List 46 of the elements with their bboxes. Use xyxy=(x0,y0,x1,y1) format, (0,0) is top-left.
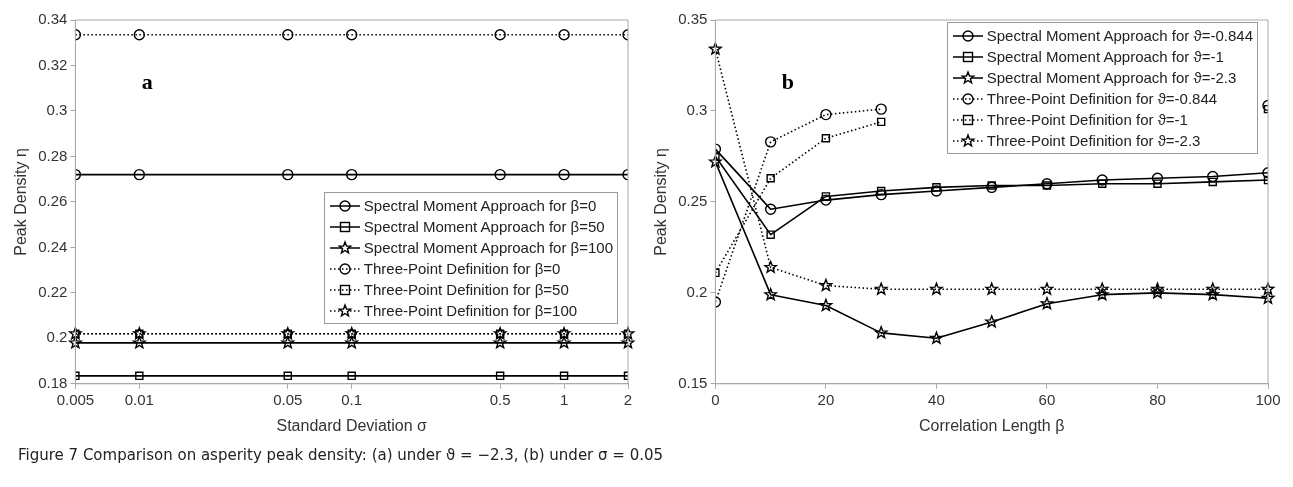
x-tick-label: 80 xyxy=(1149,390,1166,408)
x-axis-title: Correlation Length β xyxy=(919,416,1065,434)
caption: Figure 7 Comparison on asperity peak density: (a) under ϑ = −2.3, (b) under σ = 0.05 xyxy=(17,445,665,466)
legend-label: Three-Point Definition for ϑ=-2.3 xyxy=(986,132,1201,149)
legend-label: Spectral Moment Approach for ϑ=-1 xyxy=(986,48,1224,65)
x-tick-label: 0.1 xyxy=(341,390,363,408)
y-tick-label: 0.2 xyxy=(46,328,68,346)
y-tick-label: 0.25 xyxy=(678,192,708,210)
legend-label: Spectral Moment Approach for β=0 xyxy=(363,197,597,214)
y-tick-label: 0.3 xyxy=(686,101,708,119)
legend-label: Three-Point Definition for β=50 xyxy=(363,281,569,298)
x-tick-label: 60 xyxy=(1038,390,1056,408)
y-tick-label: 0.2 xyxy=(686,282,708,300)
legend-label: Spectral Moment Approach for ϑ=-2.3 xyxy=(986,69,1237,86)
legend-label: Three-Point Definition for ϑ=-0.844 xyxy=(986,90,1218,107)
legend-label: Three-Point Definition for β=100 xyxy=(363,302,578,319)
x-tick-label: 20 xyxy=(817,390,835,408)
x-tick-label: 0 xyxy=(711,390,720,408)
y-tick-label: 0.22 xyxy=(38,282,68,300)
y-tick-label: 0.18 xyxy=(38,373,68,391)
y-tick-label: 0.35 xyxy=(678,10,708,28)
x-tick-label: 0.01 xyxy=(124,390,154,408)
y-tick-label: 0.26 xyxy=(38,192,68,210)
legend-label: Spectral Moment Approach for β=50 xyxy=(363,218,605,235)
legend-label: Three-Point Definition for ϑ=-1 xyxy=(986,111,1188,128)
y-tick-label: 0.24 xyxy=(38,237,68,255)
y-tick-label: 0.3 xyxy=(46,101,68,119)
y-tick-label: 0.15 xyxy=(678,373,708,391)
y-tick-label: 0.34 xyxy=(38,10,68,28)
y-axis-title: Peak Density η xyxy=(652,148,670,256)
x-tick-label: 40 xyxy=(928,390,945,408)
y-tick-label: 0.32 xyxy=(38,55,68,73)
y-tick-label: 0.28 xyxy=(38,146,68,164)
legend-label: Spectral Moment Approach for β=100 xyxy=(363,239,613,256)
annotation: b xyxy=(781,69,794,95)
x-tick-label: 2 xyxy=(623,390,633,408)
x-tick-label: 0.005 xyxy=(56,390,95,408)
x-tick-label: 100 xyxy=(1255,390,1281,408)
x-tick-label: 1 xyxy=(559,390,569,408)
legend-label: Spectral Moment Approach for ϑ=-0.844 xyxy=(986,27,1253,44)
annotation: a xyxy=(141,69,153,95)
x-tick-label: 0.05 xyxy=(273,390,303,408)
legend-label: Three-Point Definition for β=0 xyxy=(363,260,561,277)
x-tick-label: 0.5 xyxy=(489,390,511,408)
y-axis-title: Peak Density η xyxy=(12,148,30,256)
x-axis-title: Standard Deviation σ xyxy=(276,416,428,434)
